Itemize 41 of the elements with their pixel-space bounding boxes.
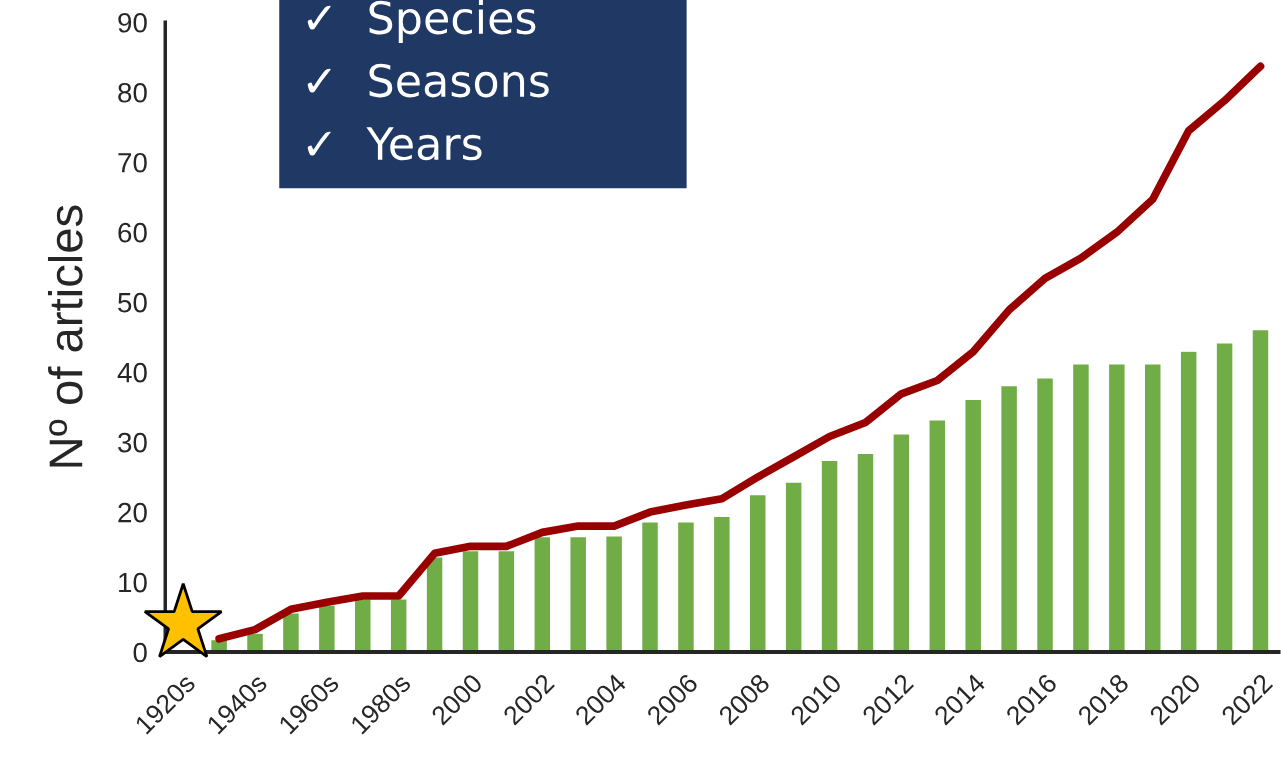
y-tick-label: 30 — [118, 432, 147, 453]
bar — [1107, 363, 1126, 653]
bar — [820, 459, 839, 653]
bar — [1179, 350, 1198, 653]
annotation: ✓ Species — [307, 0, 536, 44]
y-tick-label: 40 — [117, 362, 147, 383]
bar — [425, 556, 444, 653]
y-tick-label: 70 — [118, 152, 147, 173]
y-tick-label: 60 — [118, 222, 147, 243]
bar — [353, 598, 372, 653]
y-tick-label: 50 — [118, 292, 147, 313]
bar — [928, 419, 947, 653]
bar — [389, 598, 408, 653]
bar — [1143, 363, 1162, 653]
bar — [999, 384, 1019, 653]
bar — [497, 549, 516, 653]
bar — [712, 515, 731, 653]
bar — [748, 493, 767, 653]
bar — [964, 398, 983, 653]
y-tick-label: 80 — [118, 82, 147, 103]
bar — [1215, 342, 1234, 653]
bar — [856, 452, 875, 653]
bar — [892, 433, 911, 653]
bar — [604, 535, 624, 653]
annotation: ✓ Years — [307, 127, 482, 161]
bar — [1035, 377, 1055, 653]
y-tick-label: 10 — [119, 572, 147, 593]
y-tick-label: 90 — [118, 12, 147, 33]
bar — [676, 521, 696, 653]
bar — [317, 604, 336, 653]
y-axis-title: Nº of articles — [47, 205, 83, 467]
bar — [533, 535, 552, 653]
bar — [784, 481, 803, 653]
bar — [1251, 328, 1270, 653]
y-tick-label: 0 — [133, 642, 147, 663]
annotation: ✓ Seasons — [307, 63, 549, 98]
bar — [569, 535, 588, 653]
bar — [640, 521, 660, 653]
bar — [1071, 363, 1091, 653]
y-tick-label: 20 — [118, 502, 147, 523]
bar — [461, 549, 480, 653]
